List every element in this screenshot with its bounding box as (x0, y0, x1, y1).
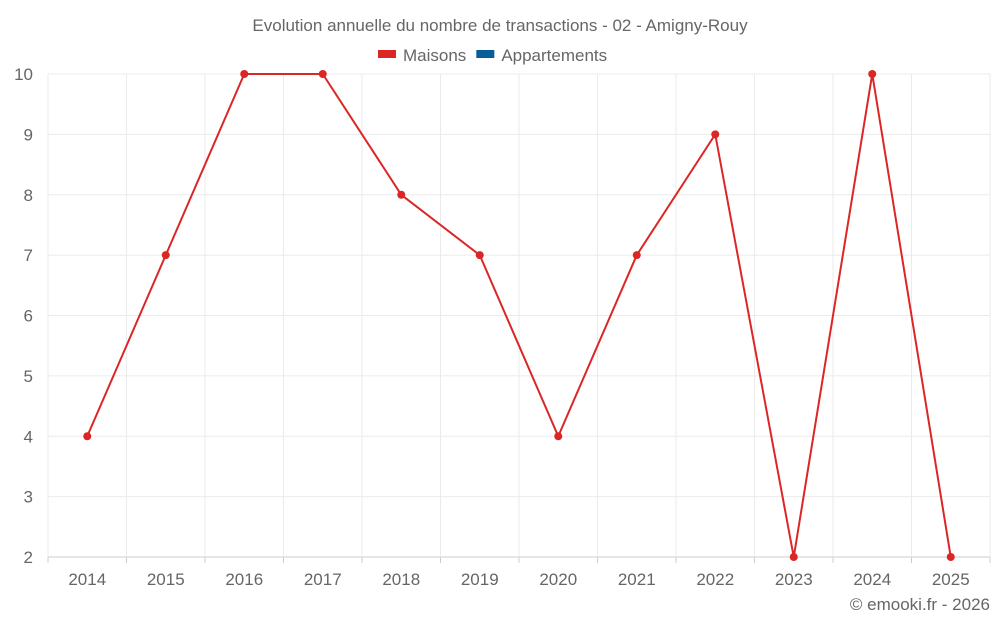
series-line-maisons (86, 73, 952, 558)
y-axis: 2 3 4 5 6 7 8 9 10 (14, 65, 33, 567)
legend-item-appartements[interactable]: Appartements (476, 46, 607, 65)
y-tick-label: 8 (24, 186, 33, 205)
data-point[interactable] (240, 70, 249, 78)
y-tick-label: 3 (24, 488, 33, 507)
legend-label: Appartements (501, 46, 607, 65)
data-point[interactable] (554, 432, 563, 441)
data-point[interactable] (397, 190, 406, 199)
legend-item-maisons[interactable]: Maisons (378, 46, 466, 65)
x-tick-label: 2016 (225, 570, 263, 589)
y-tick-label: 2 (24, 548, 33, 567)
x-tick-label: 2020 (539, 570, 577, 589)
data-point[interactable] (711, 130, 720, 139)
y-tick-label: 6 (24, 307, 33, 326)
data-point[interactable] (632, 251, 641, 260)
legend-swatch (378, 50, 396, 58)
grid (47, 73, 991, 563)
legend: Maisons Appartements (378, 46, 607, 65)
x-tick-label: 2014 (68, 570, 106, 589)
x-axis: 2014 2015 2016 2017 2018 2019 2020 2021 2022 2023… (68, 570, 969, 589)
x-tick-label: 2024 (853, 570, 891, 589)
x-tick-label: 2021 (618, 570, 656, 589)
x-tick-label: 2023 (775, 570, 813, 589)
series (83, 70, 955, 561)
y-tick-label: 5 (24, 367, 33, 386)
x-tick-label: 2022 (696, 570, 734, 589)
credit-text: © emooki.fr - 2026 (850, 595, 990, 614)
x-tick-label: 2018 (382, 570, 420, 589)
data-point[interactable] (868, 70, 877, 78)
legend-swatch (476, 50, 495, 58)
data-point[interactable] (946, 553, 955, 561)
data-point[interactable] (789, 553, 798, 561)
legend-label: Maisons (403, 46, 466, 65)
x-tick-label: 2025 (932, 570, 970, 589)
x-tick-label: 2017 (304, 570, 342, 589)
data-point[interactable] (83, 432, 92, 441)
y-tick-label: 10 (14, 65, 33, 84)
data-point[interactable] (475, 251, 484, 260)
data-point[interactable] (161, 251, 170, 260)
chart-title: Evolution annuelle du nombre de transact… (252, 16, 748, 35)
y-tick-label: 9 (24, 125, 33, 144)
y-tick-label: 7 (24, 246, 33, 265)
data-point[interactable] (318, 70, 327, 78)
x-tick-label: 2019 (461, 570, 499, 589)
x-tick-label: 2015 (147, 570, 185, 589)
y-tick-label: 4 (24, 427, 33, 446)
